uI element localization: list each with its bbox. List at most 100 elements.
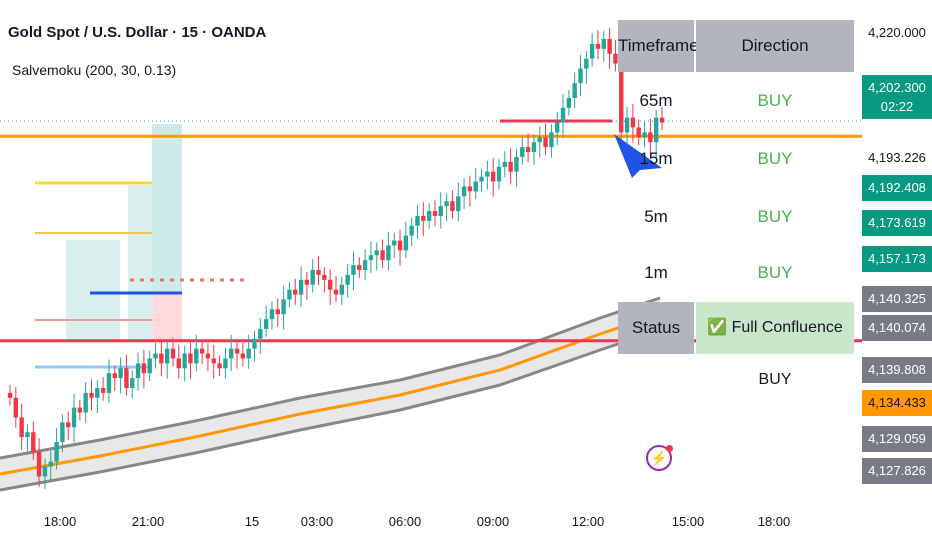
candle-body [636,127,641,138]
candle-body [630,117,636,128]
candle-body [240,353,246,359]
candle-body [31,432,36,452]
candle-body [7,392,13,398]
candle-body [118,368,123,379]
ema-band-upper [0,296,661,460]
candle-body [578,68,583,84]
candle-body [386,245,391,261]
candle-body [450,201,455,212]
status-badge: ✅ Full Confluence BUY [696,302,854,388]
candle-body [316,269,321,275]
candle-body [520,147,525,157]
candle-body [496,166,502,182]
candle-body [234,348,240,354]
notification-dot [666,445,673,452]
candle-body [66,422,71,428]
candle-body [170,348,176,359]
candle-body [124,368,129,388]
candle-body [25,432,30,438]
candle-body [258,328,263,339]
candle-body [48,461,53,467]
candle-body [490,171,496,182]
range-zone [128,185,152,340]
candle-body [502,161,508,167]
candle-body [83,392,88,413]
indicator-label[interactable]: Salvemoku (200, 30, 0.13) [12,62,177,78]
range-zone [152,124,182,294]
candle-body [159,353,164,364]
candle-body [380,250,385,261]
row-1m-timeframe: 1m [644,263,668,282]
price-label: 4,220.000 [862,20,932,46]
candle-body [19,417,24,438]
time-tick-label: 18:00 [43,514,77,529]
time-tick-label: 15 [244,514,260,529]
row-65m-timeframe: 65m [639,91,673,110]
candle-body [246,348,251,359]
range-zone [152,294,182,340]
price-value: 4,140.325 [868,291,926,306]
price-value: 4,173.619 [868,215,926,230]
ema-band-lower [0,328,661,492]
candle-body [130,378,135,388]
candle-body [135,363,141,379]
candle-body [100,387,106,393]
candle-body [13,397,19,418]
candle-body [653,117,659,143]
candle-body [537,137,542,143]
candle-body [60,422,65,443]
candle-body [624,117,630,133]
row-15m-direction: BUY [757,149,793,168]
candle-body [95,387,100,398]
candle-body [607,38,612,54]
candle-body [287,289,292,300]
candle-body [555,122,560,133]
candle-body [595,43,601,49]
candle-body [438,206,443,216]
candle-body [339,284,345,295]
candle-body [54,442,59,462]
candle-body [525,147,531,153]
candle-body [42,466,48,477]
candle-body [351,265,356,275]
candle-body [456,196,461,212]
lightning-icon[interactable]: ⚡ [646,445,673,471]
candle-body [153,353,158,359]
price-label: 4,129.059 [862,426,932,452]
candle-body [584,58,589,69]
candle-body [374,250,379,256]
candle-body [560,107,566,123]
candle-body [415,215,420,226]
row-5m-direction: BUY [757,207,793,226]
candle-body [432,211,438,216]
candle-body [473,181,478,192]
status-label: Status [618,302,694,354]
candle-body [141,363,147,374]
candle-body [508,161,513,172]
price-label: 4,202.300 02:22 [862,75,932,119]
candle-body [648,132,653,143]
candle-body [362,260,368,270]
candle-body [572,83,577,98]
price-value: 4,127.826 [868,463,926,478]
row-1m-direction: BUY [757,263,793,282]
candle-body [333,289,339,295]
candle-body [444,201,449,207]
candle-body [112,373,117,379]
candle-body [426,211,432,221]
candle-body [566,97,572,108]
candle-body [182,353,187,369]
price-label: 4,192.408 [862,175,932,201]
candle-body [409,225,414,236]
price-label: 4,139.808 [862,357,932,383]
blue-arrow-marker [614,134,662,178]
candle-body [543,137,548,148]
candle-body [106,373,112,393]
candle-body [199,348,205,354]
time-tick-label: 21:00 [131,514,165,529]
candle-body [275,309,280,315]
candle-body [514,156,519,172]
candle-body [479,176,484,182]
price-label: 4,193.226 [862,145,932,171]
